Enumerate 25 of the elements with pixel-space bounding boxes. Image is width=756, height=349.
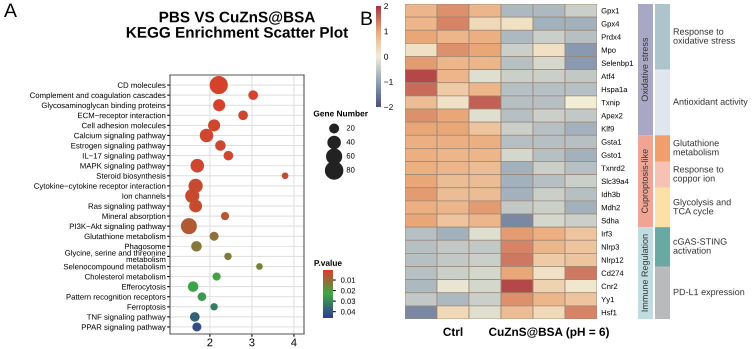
text: Glycolysis and TCA cycle <box>673 198 731 216</box>
text: PD-L1 expression <box>674 288 744 297</box>
color-bar-label: 1 <box>384 28 388 34</box>
text: Response to coppor ion <box>673 166 724 184</box>
text: Cuproptosis-like <box>641 149 650 214</box>
x-tick-label: 2 <box>207 338 212 346</box>
color-bar-label: 0 <box>384 54 388 60</box>
text: Antioxidant activity <box>673 98 748 107</box>
text: Oxidative stress <box>641 38 648 102</box>
x-tick-label: 3 <box>249 338 255 346</box>
text: Response to oxidative stress <box>673 28 735 44</box>
x-tick-label: Ctrl <box>443 327 462 336</box>
color-bar-title: P.value <box>314 260 342 266</box>
x-tick-label: CuZnS@BSA (pH = 6) <box>489 327 609 338</box>
chart-title: PBS VS CuZnS@BSA KEGG Enrichment Scatter Plot <box>126 11 348 38</box>
color-bar-label: −1 <box>384 79 393 85</box>
text: Immune Regulation <box>641 234 650 312</box>
text: A <box>4 4 17 18</box>
color-bar-label: −2 <box>384 104 393 110</box>
text: cGAS-STING activation <box>673 238 726 254</box>
text: Glutathione metabolism <box>673 140 719 156</box>
color-bar-label: 2 <box>384 3 388 10</box>
text: B <box>362 12 372 26</box>
legend-title: Gene Number <box>314 110 368 116</box>
x-tick-label: 4 <box>291 338 297 346</box>
